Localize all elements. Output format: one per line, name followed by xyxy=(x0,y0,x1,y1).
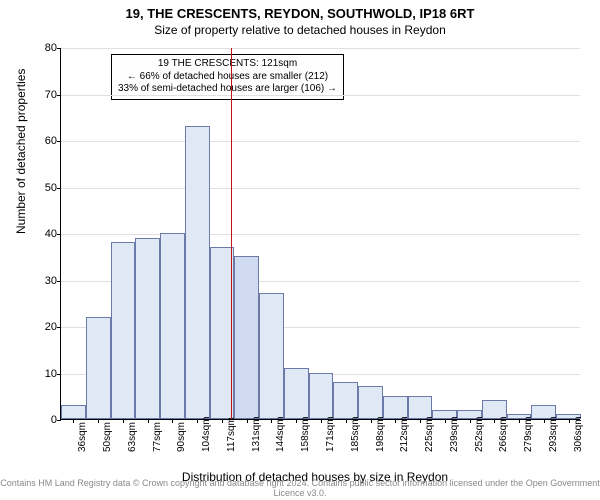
histogram-bar xyxy=(185,126,210,419)
chart-title: 19, THE CRESCENTS, REYDON, SOUTHWOLD, IP… xyxy=(0,0,600,21)
histogram-bar xyxy=(309,373,334,420)
y-tick-mark xyxy=(57,374,61,375)
y-axis-title: Number of detached properties xyxy=(14,69,28,234)
histogram-bar xyxy=(135,238,160,419)
x-tick-mark xyxy=(321,419,322,423)
x-tick-mark xyxy=(148,419,149,423)
x-tick-mark xyxy=(247,419,248,423)
y-tick-label: 60 xyxy=(33,135,57,147)
histogram-bar xyxy=(111,242,136,419)
x-tick-label: 252sqm xyxy=(474,416,485,452)
x-tick-mark xyxy=(544,419,545,423)
x-tick-label: 212sqm xyxy=(399,416,410,452)
y-tick-mark xyxy=(57,420,61,421)
annotation-box: 19 THE CRESCENTS: 121sqm ← 66% of detach… xyxy=(111,54,344,100)
y-tick-label: 30 xyxy=(33,275,57,287)
grid-line xyxy=(61,95,580,96)
grid-line xyxy=(61,141,580,142)
histogram-bar xyxy=(61,405,86,419)
x-tick-label: 306sqm xyxy=(573,416,584,452)
annotation-line2: ← 66% of detached houses are smaller (21… xyxy=(118,71,337,84)
x-tick-label: 90sqm xyxy=(176,422,187,452)
y-tick-mark xyxy=(57,281,61,282)
y-tick-label: 70 xyxy=(33,89,57,101)
histogram-bar xyxy=(86,317,111,419)
chart-container: 19, THE CRESCENTS, REYDON, SOUTHWOLD, IP… xyxy=(0,0,600,500)
histogram-bar xyxy=(259,293,284,419)
x-tick-mark xyxy=(271,419,272,423)
annotation-line1: 19 THE CRESCENTS: 121sqm xyxy=(118,58,337,71)
y-tick-mark xyxy=(57,234,61,235)
grid-line xyxy=(61,234,580,235)
x-tick-mark xyxy=(395,419,396,423)
x-tick-mark xyxy=(222,419,223,423)
x-tick-label: 50sqm xyxy=(102,422,113,452)
x-tick-label: 158sqm xyxy=(300,416,311,452)
y-tick-label: 80 xyxy=(33,42,57,54)
x-tick-mark xyxy=(197,419,198,423)
x-tick-mark xyxy=(296,419,297,423)
x-tick-mark xyxy=(494,419,495,423)
x-tick-label: 293sqm xyxy=(548,416,559,452)
x-tick-label: 266sqm xyxy=(498,416,509,452)
x-tick-label: 171sqm xyxy=(325,416,336,452)
x-tick-mark xyxy=(346,419,347,423)
x-tick-mark xyxy=(172,419,173,423)
x-tick-mark xyxy=(123,419,124,423)
footer-text: Contains HM Land Registry data © Crown c… xyxy=(0,478,600,500)
plot-area: 19 THE CRESCENTS: 121sqm ← 66% of detach… xyxy=(60,48,580,420)
x-tick-mark xyxy=(569,419,570,423)
grid-line xyxy=(61,188,580,189)
x-tick-mark xyxy=(73,419,74,423)
x-tick-label: 279sqm xyxy=(523,416,534,452)
x-tick-label: 36sqm xyxy=(77,422,88,452)
y-tick-label: 0 xyxy=(33,414,57,426)
x-tick-label: 63sqm xyxy=(127,422,138,452)
x-tick-mark xyxy=(445,419,446,423)
x-tick-label: 104sqm xyxy=(201,416,212,452)
y-tick-mark xyxy=(57,95,61,96)
histogram-bar xyxy=(234,256,259,419)
reference-line xyxy=(231,48,232,419)
histogram-bar xyxy=(333,382,358,419)
x-tick-mark xyxy=(470,419,471,423)
x-tick-label: 131sqm xyxy=(251,416,262,452)
x-tick-label: 185sqm xyxy=(350,416,361,452)
histogram-bar xyxy=(358,386,383,419)
histogram-bar xyxy=(160,233,185,419)
y-tick-label: 20 xyxy=(33,321,57,333)
y-tick-label: 50 xyxy=(33,182,57,194)
x-tick-label: 198sqm xyxy=(375,416,386,452)
x-tick-label: 77sqm xyxy=(152,422,163,452)
chart-subtitle: Size of property relative to detached ho… xyxy=(0,21,600,41)
grid-line xyxy=(61,48,580,49)
y-tick-mark xyxy=(57,141,61,142)
histogram-bar xyxy=(284,368,309,419)
x-tick-label: 117sqm xyxy=(226,417,237,452)
x-tick-mark xyxy=(98,419,99,423)
x-tick-mark xyxy=(371,419,372,423)
x-tick-label: 225sqm xyxy=(424,416,435,452)
y-tick-label: 10 xyxy=(33,368,57,380)
y-tick-mark xyxy=(57,48,61,49)
y-tick-mark xyxy=(57,188,61,189)
y-tick-mark xyxy=(57,327,61,328)
x-tick-mark xyxy=(420,419,421,423)
y-tick-label: 40 xyxy=(33,228,57,240)
x-tick-label: 239sqm xyxy=(449,416,460,452)
x-tick-label: 144sqm xyxy=(275,416,286,452)
x-tick-mark xyxy=(519,419,520,423)
